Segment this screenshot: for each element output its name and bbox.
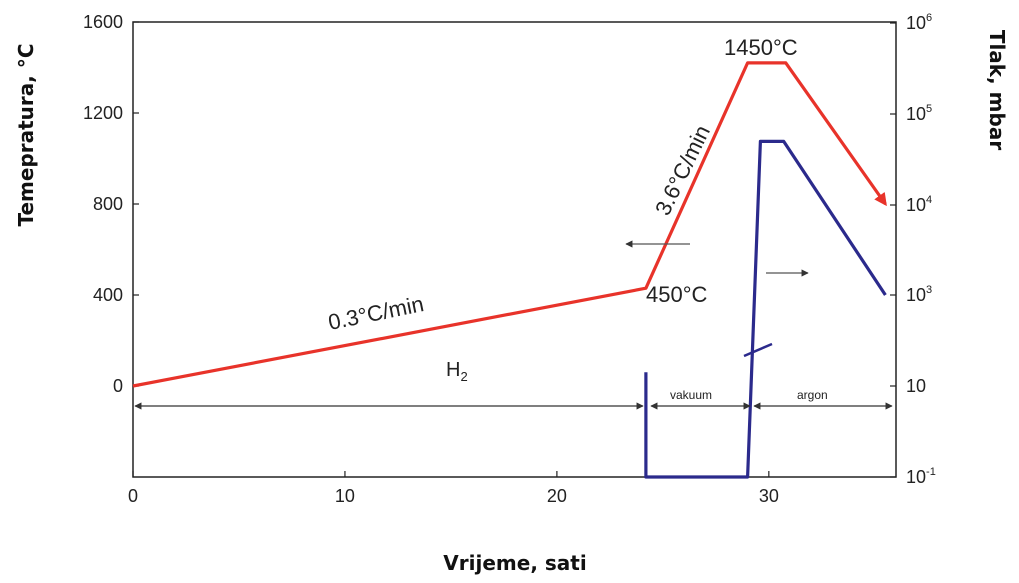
- y-left-tick-label: 1600: [83, 12, 123, 32]
- vacuum-label: vakuum: [670, 388, 712, 402]
- y-right-tick-label: 106: [906, 12, 932, 33]
- left-axis-ticks: 0 400 800 1200 1600: [83, 12, 139, 396]
- x-tick-label: 30: [759, 486, 779, 506]
- gas-h2-main: H: [446, 359, 460, 381]
- y-right-tick-label: 10-1: [906, 466, 936, 487]
- y-left-tick-label: 400: [93, 285, 123, 305]
- x-axis-title: Vrijeme, sati: [443, 551, 586, 575]
- pressure-series-line: [644, 139, 887, 479]
- plot-frame: [132, 21, 897, 478]
- y-right-tick-label: 104: [906, 194, 932, 215]
- x-tick-label: 20: [547, 486, 567, 506]
- y-left-axis-title: Temepratura, °C: [14, 43, 38, 226]
- y-right-tick-label: 103: [906, 284, 932, 305]
- y-right-tick-label: 10: [906, 376, 926, 396]
- temperature-series-line: [132, 61, 887, 388]
- y-left-tick-label: 800: [93, 194, 123, 214]
- y-left-tick-label: 0: [113, 376, 123, 396]
- axis-break-mark: [743, 342, 773, 358]
- y-left-tick-label: 1200: [83, 103, 123, 123]
- argon-label: argon: [797, 388, 828, 402]
- series-layer: [132, 61, 887, 479]
- gas-h2-label: H2: [446, 359, 468, 384]
- x-axis-ticks: 0 10 20 30: [128, 471, 779, 506]
- y-right-tick-label: 105: [906, 103, 932, 124]
- rate-low-label: 0.3°C/min: [326, 291, 426, 335]
- x-tick-label: 10: [335, 486, 355, 506]
- temp-1450-label: 1450°C: [724, 35, 798, 60]
- x-tick-label: 0: [128, 486, 138, 506]
- gas-h2-subscript: 2: [460, 369, 467, 384]
- temp-450-label: 450°C: [646, 282, 708, 307]
- right-axis-ticks: 10-1 10 103 104 105 106: [890, 12, 936, 487]
- y-right-axis-title: Tlak, mbar: [985, 30, 1009, 151]
